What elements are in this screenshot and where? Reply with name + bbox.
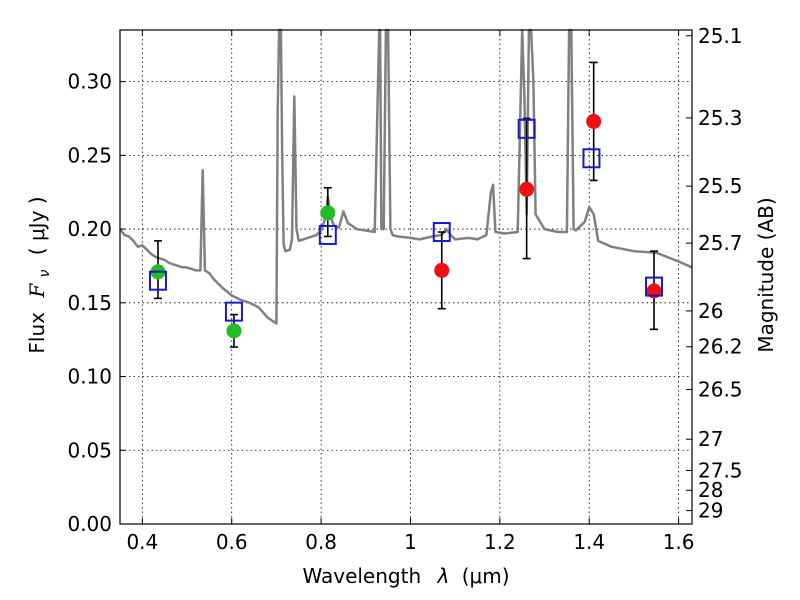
red-point <box>434 262 450 278</box>
plot-frame <box>119 29 693 525</box>
x-tick-label: 0.6 <box>216 530 248 554</box>
y2-tick-label: 26.2 <box>698 335 743 359</box>
y-axis-label-unit: ( μJy ) <box>25 196 49 255</box>
green-point <box>320 205 336 221</box>
y2-tick-label: 27.5 <box>698 458 743 482</box>
x-tick-label: 1.6 <box>663 530 695 554</box>
data-points <box>150 113 662 339</box>
error-bars <box>153 61 659 348</box>
x-tick-label: 1.2 <box>484 530 516 554</box>
y-axis-label-symbol: F <box>25 283 49 299</box>
red-point <box>519 181 535 197</box>
y-axis-label-subscript: ν <box>37 269 53 277</box>
y-tick-label: 0.20 <box>67 217 112 241</box>
x-tick-label: 0.4 <box>126 530 158 554</box>
y-axis-label: Flux F ν ( μJy ) <box>25 196 54 353</box>
x-axis-label-symbol: λ <box>437 564 450 588</box>
x-tick-label: 1.4 <box>573 530 605 554</box>
y-tick-label: 0.05 <box>67 438 112 462</box>
x-tick-label: 1 <box>404 530 417 554</box>
model-spectrum-line <box>119 28 693 325</box>
y2-tick-label: 26 <box>698 299 723 323</box>
model-photometry-squares <box>148 118 664 322</box>
model-photometry-square <box>582 148 601 169</box>
y-tick-label: 0.10 <box>67 365 112 389</box>
model-photometry-square <box>224 301 243 322</box>
y2-tick-label: 25.7 <box>698 231 743 255</box>
y2-tick-label: 28 <box>698 478 723 502</box>
x-tick-label: 0.8 <box>305 530 337 554</box>
y2-tick-label: 25.5 <box>698 174 743 198</box>
right-axis-label: Magnitude (AB) <box>754 197 778 352</box>
y2-tick-label: 25.1 <box>698 24 743 48</box>
green-point <box>226 323 242 339</box>
x-axis-label-text: Wavelength <box>302 564 421 588</box>
x-axis-label-unit: (μm) <box>462 564 510 588</box>
y2-tick-label: 29 <box>698 499 723 523</box>
x-axis-label: Wavelength λ (μm) <box>302 564 509 588</box>
y2-tick-label: 26.5 <box>698 378 743 402</box>
model-photometry-square <box>318 224 337 245</box>
axis-ticks: 0.4 0.6 0.8 1 1.2 1.4 1.6 0.00 0.05 0.10 0.15 0.20 0… <box>67 24 742 554</box>
model-spectrum <box>119 28 693 325</box>
y-tick-label: 0.30 <box>67 70 112 94</box>
y-axis-label-text: Flux <box>25 312 49 354</box>
y2-tick-label: 27 <box>698 427 723 451</box>
red-point <box>586 113 602 129</box>
model-photometry-square <box>432 222 451 243</box>
model-photometry-square <box>645 276 664 297</box>
gridlines <box>120 30 692 524</box>
y2-tick-label: 25.3 <box>698 106 743 130</box>
model-photometry-square <box>517 118 536 139</box>
model-photometry-square <box>148 270 167 291</box>
y-tick-label: 0.00 <box>67 512 112 536</box>
y-tick-label: 0.15 <box>67 291 112 315</box>
y-tick-label: 0.25 <box>67 143 112 167</box>
